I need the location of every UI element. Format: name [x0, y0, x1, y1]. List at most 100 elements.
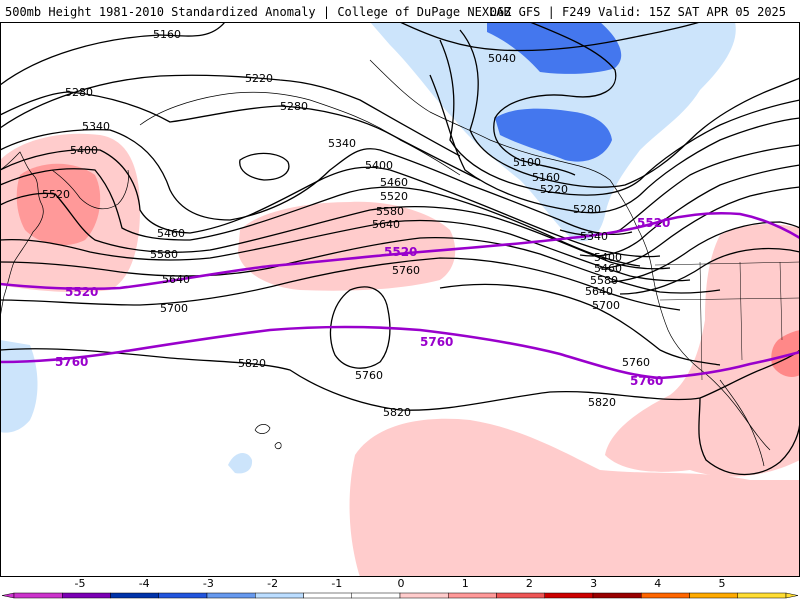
contour-label: 5400 — [365, 159, 393, 172]
contour-label: 5820 — [383, 406, 411, 419]
contour-label: 5100 — [513, 156, 541, 169]
contour-label: 5400 — [70, 144, 98, 157]
colorbar-segment — [544, 592, 594, 599]
baja-california — [719, 379, 765, 467]
colorbar-ticks: -5 -4 -3 -2 -1 0 1 2 3 4 5 — [75, 577, 726, 590]
contour-label: 5760 — [355, 369, 383, 382]
contour-5580-trough — [609, 221, 800, 283]
contour-label: 5580 — [376, 205, 404, 218]
purple-contour-label: 5760 — [55, 355, 88, 369]
map-title: 500mb Height 1981-2010 Standardized Anom… — [5, 5, 511, 19]
contour-label: 5640 — [585, 285, 613, 298]
asia-coastline — [0, 151, 44, 321]
contour-5640-trough — [619, 247, 800, 295]
contour-label: 5340 — [328, 137, 356, 150]
contour-5580-west — [0, 219, 691, 282]
colorbar-segment — [689, 592, 738, 599]
contour-label: 5280 — [280, 100, 308, 113]
colorbar-tick-label: 4 — [654, 577, 661, 590]
contour-5220-west — [0, 74, 461, 157]
colorbar-tick-label: 3 — [590, 577, 597, 590]
contour-label: 5220 — [245, 72, 273, 85]
colorbar-tick-label: -4 — [139, 577, 150, 590]
colorbar-segment — [110, 592, 159, 599]
positive-anomaly-subtropical — [349, 418, 800, 577]
contour-5820-east — [698, 397, 800, 476]
contour-5700 — [0, 257, 681, 311]
contour-label: 5820 — [238, 357, 266, 370]
anomaly-colorbar: -5 -4 -3 -2 -1 0 1 2 3 4 5 — [1, 577, 799, 599]
contour-5760-closed — [329, 286, 391, 369]
positive-anomaly-west-us-core — [771, 330, 800, 377]
negative-anomaly-core-north — [487, 22, 622, 74]
contour-label: 5160 — [153, 28, 181, 41]
contour-label: 5460 — [157, 227, 185, 240]
contour-5400-west — [0, 149, 661, 258]
colorbar-segment — [641, 592, 690, 599]
purple-contour-label: 5520 — [637, 216, 670, 230]
height-contours — [0, 22, 800, 476]
contour-label: 5580 — [590, 274, 618, 287]
colorbar-arrow-low — [1, 592, 15, 599]
contour-label: 5160 — [532, 171, 560, 184]
contour-5460-west — [0, 168, 641, 267]
highlighted-contour-labels: 5520 5520 5520 5760 5760 5760 — [55, 216, 670, 388]
contour-label: 5640 — [162, 273, 190, 286]
colorbar-segments — [1, 592, 799, 599]
contour-5040-trough — [399, 22, 701, 52]
contour-label: 5760 — [392, 264, 420, 277]
contour-label: 5760 — [622, 356, 650, 369]
contour-5640-west — [0, 237, 721, 294]
contour-label: 5520 — [42, 188, 70, 201]
contour-5220-trough — [439, 39, 800, 196]
kamchatka-coastline — [51, 169, 129, 210]
purple-contour-label: 5520 — [65, 285, 98, 299]
land-outlines — [0, 59, 800, 467]
purple-contour-5760 — [0, 325, 800, 380]
contour-label: 5280 — [65, 86, 93, 99]
contour-label: 5640 — [372, 218, 400, 231]
negative-anomaly-core-south — [495, 108, 612, 162]
colorbar-tick-label: 2 — [526, 577, 533, 590]
contour-label: 5220 — [540, 183, 568, 196]
contour-label: 5700 — [160, 302, 188, 315]
colorbar-segment — [737, 592, 787, 599]
colorbar-segment — [158, 592, 208, 599]
colorbar-segment — [592, 592, 642, 599]
hawaii-islands — [254, 424, 282, 450]
aleutian-islands — [139, 91, 461, 176]
highlighted-contours — [0, 211, 800, 380]
contour-label: 5040 — [488, 52, 516, 65]
colorbar-segment — [13, 592, 63, 599]
contour-label: 5460 — [380, 176, 408, 189]
purple-contour-label: 5760 — [420, 335, 453, 349]
contour-5820-main — [0, 348, 701, 411]
contour-5340-west — [0, 129, 633, 235]
colorbar-tick-label: -1 — [331, 577, 342, 590]
contour-5160-trough — [459, 29, 800, 188]
contour-closed-low-ne-pacific — [239, 152, 290, 181]
north-america-west-coast — [635, 224, 771, 451]
purple-contour-label: 5760 — [630, 374, 663, 388]
us-state-borders — [654, 261, 800, 381]
negative-anomaly-small-island — [228, 453, 253, 474]
colorbar-tick-label: -5 — [75, 577, 86, 590]
negative-anomaly-west-edge — [0, 340, 38, 433]
contour-5760-east — [439, 283, 721, 366]
contour-label: 5520 — [380, 190, 408, 203]
colorbar-tick-label: -3 — [203, 577, 214, 590]
contour-5160-west — [0, 22, 226, 86]
contour-label: 5280 — [573, 203, 601, 216]
colorbar-tick-label: -2 — [267, 577, 278, 590]
contour-label: 5460 — [594, 262, 622, 275]
colorbar-arrow-high — [785, 592, 799, 599]
purple-contour-label: 5520 — [384, 245, 417, 259]
colorbar-segment — [496, 592, 545, 599]
model-valid-time: 06Z GFS | F249 Valid: 15Z SAT APR 05 202… — [489, 5, 786, 19]
contour-5460-trough — [599, 186, 800, 269]
contour-5520-west — [0, 192, 671, 270]
contour-5100-trough — [493, 22, 617, 176]
colorbar-tick-label: 1 — [462, 577, 469, 590]
colorbar-tick-label: 0 — [398, 577, 405, 590]
